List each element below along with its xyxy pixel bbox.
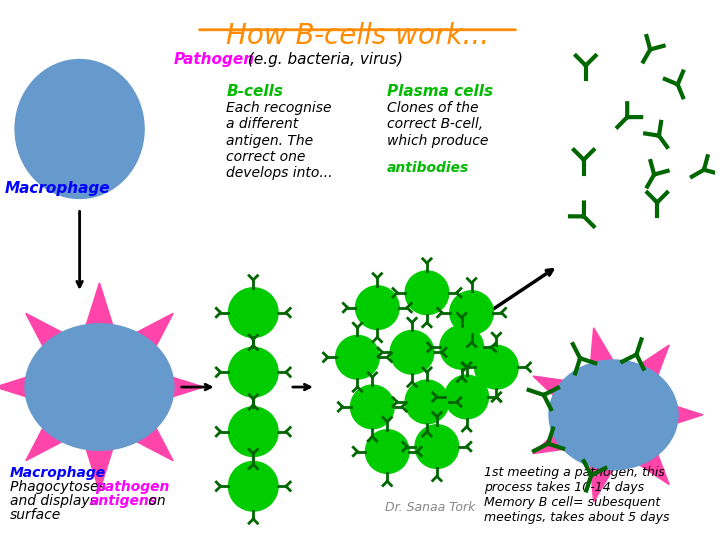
Circle shape (351, 385, 394, 429)
Text: Macrophage: Macrophage (10, 467, 107, 481)
Polygon shape (125, 313, 173, 362)
Polygon shape (631, 345, 669, 388)
Text: B-cells: B-cells (227, 84, 284, 99)
Polygon shape (0, 370, 48, 403)
Polygon shape (533, 422, 579, 454)
Polygon shape (26, 313, 74, 362)
Polygon shape (590, 328, 617, 374)
Circle shape (450, 291, 493, 334)
Circle shape (390, 330, 434, 374)
Circle shape (228, 347, 278, 397)
Text: Each recognise
a different
antigen. The
correct one
develops into...: Each recognise a different antigen. The … (227, 101, 333, 180)
Circle shape (336, 335, 379, 379)
Text: Clones of the
correct B-cell,
which produce: Clones of the correct B-cell, which prod… (387, 101, 489, 147)
Polygon shape (83, 439, 116, 491)
Text: antibodies: antibodies (387, 161, 469, 175)
Text: on: on (144, 494, 166, 508)
Polygon shape (151, 370, 204, 403)
Circle shape (440, 326, 484, 369)
Circle shape (445, 375, 488, 419)
Circle shape (356, 286, 399, 329)
Circle shape (366, 430, 409, 474)
Text: surface: surface (10, 508, 61, 522)
Text: (e.g. bacteria, virus): (e.g. bacteria, virus) (243, 52, 403, 66)
Polygon shape (26, 413, 74, 461)
Text: Phagocytoses: Phagocytoses (10, 480, 110, 494)
Polygon shape (659, 401, 703, 429)
Ellipse shape (25, 324, 174, 450)
Circle shape (228, 288, 278, 338)
Text: How B-cells work...: How B-cells work... (226, 22, 489, 50)
Text: Macrophage: Macrophage (5, 180, 111, 195)
Polygon shape (125, 413, 173, 461)
Ellipse shape (15, 59, 144, 199)
Text: and displays: and displays (10, 494, 102, 508)
Text: pathogen: pathogen (96, 480, 170, 494)
Circle shape (228, 407, 278, 456)
Polygon shape (533, 376, 579, 408)
Ellipse shape (549, 360, 678, 470)
Text: Pathogen: Pathogen (174, 52, 255, 66)
Circle shape (415, 425, 459, 468)
Polygon shape (631, 441, 669, 485)
Text: Plasma cells: Plasma cells (387, 84, 493, 99)
Circle shape (405, 380, 449, 424)
Polygon shape (590, 456, 617, 502)
Circle shape (405, 271, 449, 315)
Text: antigens: antigens (89, 494, 158, 508)
Circle shape (228, 462, 278, 511)
Text: Dr. Sanaa Tork: Dr. Sanaa Tork (385, 501, 476, 514)
Polygon shape (83, 283, 116, 335)
Text: 1st meeting a pathogen, this
process takes 10-14 days
Memory B cell= subesquent
: 1st meeting a pathogen, this process tak… (485, 467, 670, 524)
Circle shape (474, 346, 518, 389)
